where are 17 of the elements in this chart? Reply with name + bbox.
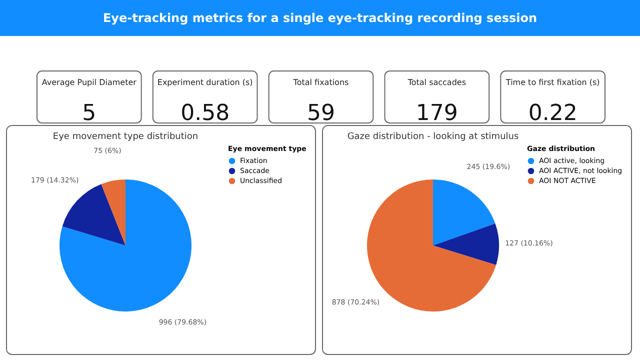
category-label: Total fixations <box>292 78 349 87</box>
data-label: 0.58 <box>180 101 230 126</box>
data-label: 5 <box>82 101 96 126</box>
category-label: Total saccades <box>406 78 466 87</box>
data-label: 0.22 <box>528 101 578 126</box>
pie-slice <box>433 224 499 265</box>
chart-title: Gaze distribution - looking at stimulus <box>347 132 519 142</box>
data-label: 59 <box>307 101 335 126</box>
pie-slice <box>433 180 496 246</box>
category-label: Experiment duration (s) <box>157 78 253 87</box>
chart-title: Eye movement type distribution <box>52 132 198 142</box>
pie-slice <box>101 180 126 246</box>
pie-slice <box>62 184 126 246</box>
category-label: Average Pupil Diameter <box>42 78 138 87</box>
data-label: 179 <box>416 101 458 126</box>
text: Eye-tracking metrics for a single eye-tracking recording session <box>0 0 640 36</box>
category-label: Time to first fixation (s) <box>504 78 600 87</box>
